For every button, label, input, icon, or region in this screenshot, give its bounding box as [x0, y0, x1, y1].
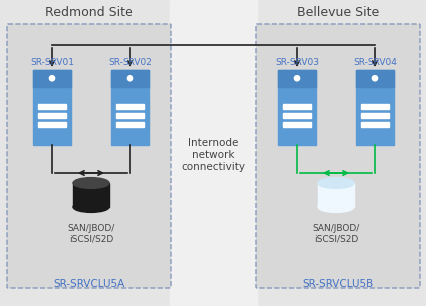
- Circle shape: [49, 76, 55, 81]
- Ellipse shape: [317, 202, 353, 212]
- Bar: [282, 113, 311, 118]
- Ellipse shape: [73, 202, 109, 212]
- Bar: [37, 113, 66, 118]
- Text: SR-SRV04: SR-SRV04: [352, 58, 396, 67]
- Ellipse shape: [73, 177, 109, 188]
- Bar: [317, 183, 353, 207]
- Bar: [111, 70, 149, 145]
- Bar: [73, 183, 109, 207]
- Bar: [111, 70, 149, 87]
- Circle shape: [127, 76, 132, 81]
- Bar: [115, 122, 144, 127]
- Text: SR-SRV03: SR-SRV03: [274, 58, 318, 67]
- Bar: [33, 70, 71, 87]
- Bar: [33, 70, 71, 145]
- FancyBboxPatch shape: [7, 24, 170, 288]
- Text: SAN/JBOD/
iSCSI/S2D: SAN/JBOD/ iSCSI/S2D: [67, 224, 114, 243]
- Circle shape: [294, 76, 299, 81]
- Text: SR-SRV01: SR-SRV01: [30, 58, 74, 67]
- Bar: [282, 104, 311, 109]
- Bar: [115, 113, 144, 118]
- Bar: [37, 104, 66, 109]
- Bar: [277, 70, 315, 87]
- Bar: [170, 0, 256, 306]
- Bar: [282, 122, 311, 127]
- Bar: [277, 70, 315, 145]
- Text: SR-SRVCLU5B: SR-SRVCLU5B: [302, 279, 373, 289]
- Bar: [37, 122, 66, 127]
- Bar: [115, 104, 144, 109]
- Circle shape: [371, 76, 377, 81]
- Text: SR-SRVCLU5A: SR-SRVCLU5A: [53, 279, 124, 289]
- Text: Internode
network
connectivity: Internode network connectivity: [181, 138, 245, 172]
- Text: Redmond Site: Redmond Site: [45, 6, 132, 18]
- Bar: [360, 113, 389, 118]
- Bar: [355, 70, 393, 145]
- FancyBboxPatch shape: [256, 24, 419, 288]
- Bar: [360, 104, 389, 109]
- Text: SR-SRV02: SR-SRV02: [108, 58, 152, 67]
- Bar: [355, 70, 393, 87]
- Bar: [317, 183, 353, 207]
- Ellipse shape: [317, 177, 353, 188]
- Text: Bellevue Site: Bellevue Site: [296, 6, 378, 18]
- Text: SAN/JBOD/
iSCSI/S2D: SAN/JBOD/ iSCSI/S2D: [312, 224, 359, 243]
- Bar: [360, 122, 389, 127]
